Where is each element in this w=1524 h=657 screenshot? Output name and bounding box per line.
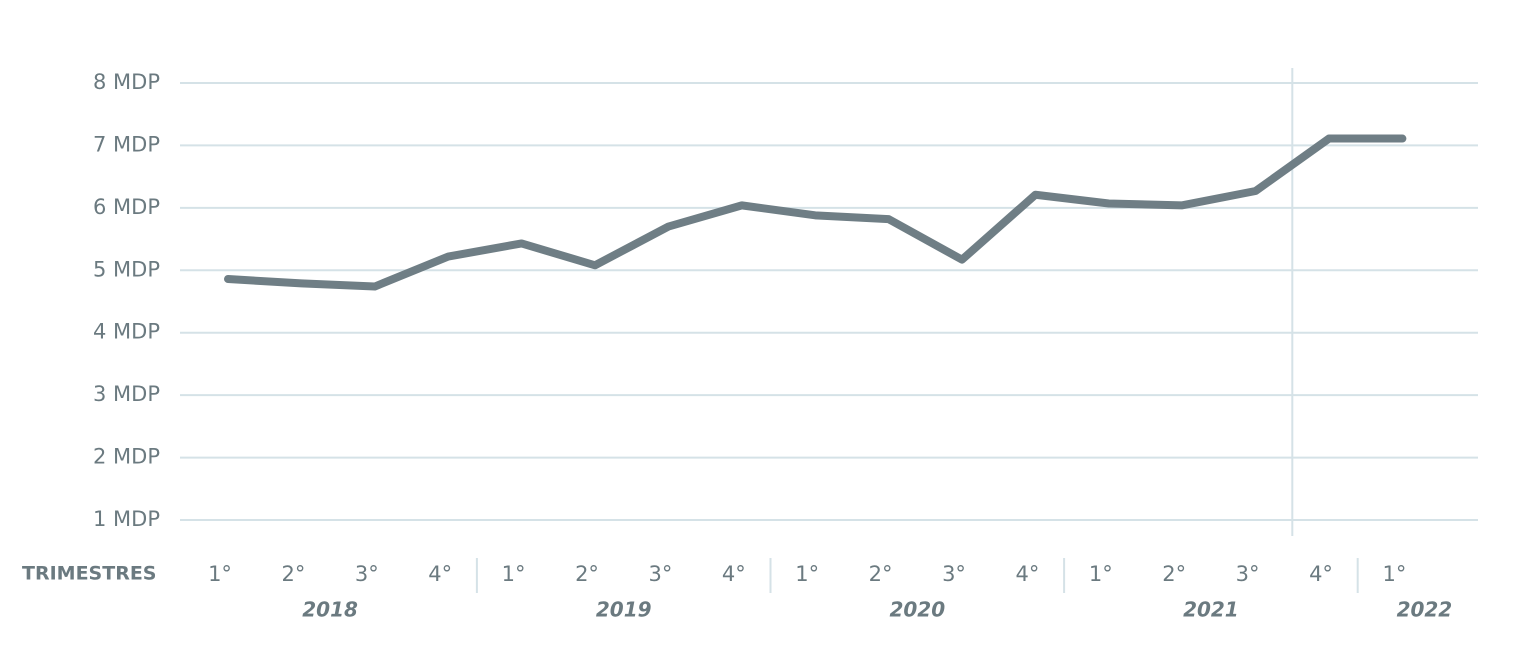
year-label: 2018 [302,598,358,622]
y-tick-label: 8 MDP [93,70,160,94]
y-tick-label: 5 MDP [93,257,160,281]
x-tick-label: 3° [942,562,966,586]
x-tick-label: 2° [575,562,599,586]
x-tick-label: 1° [208,562,232,586]
y-tick-label: 1 MDP [93,507,160,531]
y-tick-label: 3 MDP [93,382,160,406]
year-label: 2021 [1183,598,1239,622]
x-tick-label: 3° [355,562,379,586]
y-tick-label: 2 MDP [93,445,160,469]
x-axis-label: TRIMESTRES [22,563,156,585]
x-tick-label: 3° [648,562,672,586]
y-tick-label: 7 MDP [93,132,160,156]
x-tick-label: 2° [1162,562,1186,586]
y-tick-label: 4 MDP [93,320,160,344]
x-tick-label: 4° [428,562,452,586]
x-tick-label: 1° [1382,562,1406,586]
year-label: 2022 [1397,598,1453,622]
x-tick-label: 4° [722,562,746,586]
x-tick-label: 2° [869,562,893,586]
x-tick-label: 1° [795,562,819,586]
x-tick-label: 1° [502,562,526,586]
x-tick-label: 4° [1015,562,1039,586]
year-label: 2019 [596,598,652,622]
y-tick-label: 6 MDP [93,195,160,219]
x-tick-label: 3° [1236,562,1260,586]
x-tick-label: 4° [1309,562,1333,586]
x-tick-label: 2° [281,562,305,586]
x-tick-label: 1° [1089,562,1113,586]
year-label: 2020 [889,598,945,622]
data-line [224,134,1407,291]
